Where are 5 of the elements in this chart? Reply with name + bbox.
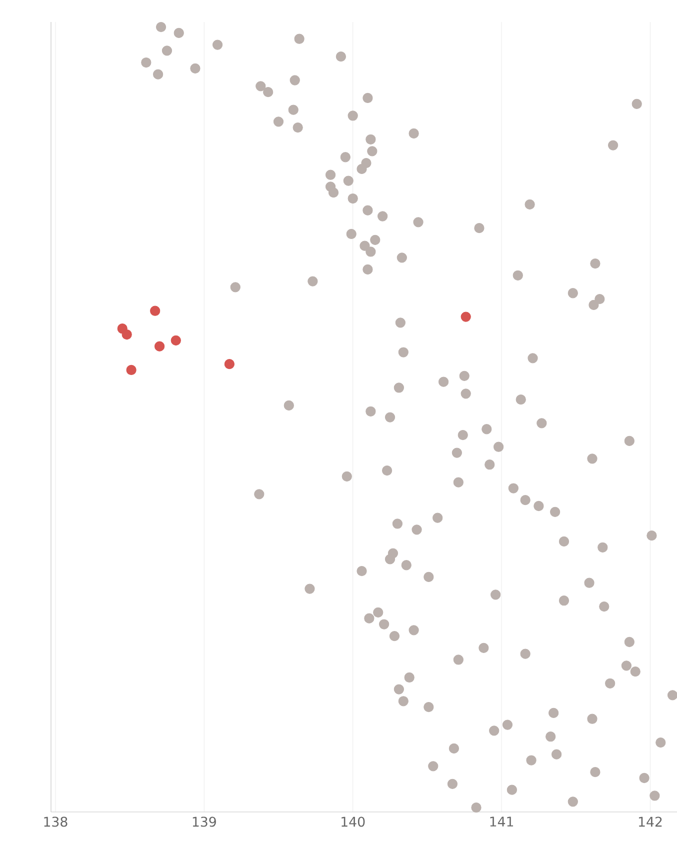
- x-tick-label: 142: [638, 816, 662, 827]
- x-tick-label: 141: [490, 816, 514, 826]
- x-tick-label: 140: [342, 816, 365, 827]
- x-tick-label: 139: [192, 816, 216, 827]
- x-tick-label: 138: [44, 816, 68, 827]
